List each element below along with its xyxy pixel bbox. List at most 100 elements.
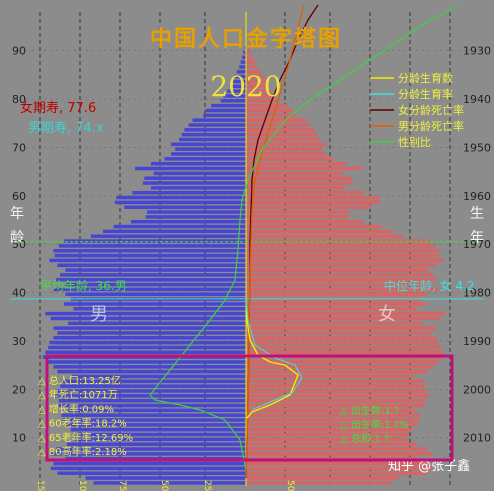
x-tick-left: 500 [159, 480, 169, 491]
female-bar [246, 104, 287, 107]
left-axis-tick: 30 [12, 335, 26, 348]
left-axis-tick: 60 [12, 190, 26, 203]
female-bar [246, 210, 348, 213]
male-bar [135, 167, 246, 170]
male-bar [164, 157, 246, 160]
female-bar [246, 181, 353, 184]
female-bar [246, 191, 364, 194]
female-bar [246, 138, 320, 141]
male-bar [147, 210, 246, 213]
right-axis-tick: 1930 [463, 45, 491, 58]
male-bar [154, 172, 246, 175]
female-bar [246, 394, 429, 397]
male-bar [55, 254, 246, 257]
female-bar [246, 302, 427, 305]
female-bar [246, 481, 392, 484]
male-bar [188, 123, 246, 126]
male-bar [146, 215, 246, 218]
stat-line: △ 年死亡:1071万 [38, 388, 118, 401]
right-axis-tick: 1950 [463, 141, 491, 154]
female-bar [246, 380, 424, 383]
male-bar [51, 467, 246, 470]
male-bar [48, 346, 246, 349]
female-bar [246, 336, 436, 339]
male-bar [53, 365, 246, 368]
female-bar [246, 476, 398, 479]
female-bar [246, 147, 322, 150]
male-bar [53, 326, 246, 329]
male-bar [49, 259, 246, 262]
female-bar [246, 234, 402, 237]
legend-entry: 女分龄死亡率 [398, 103, 464, 117]
left-axis-tick: 40 [12, 287, 26, 300]
male-median-age: 平均年龄, 36.男 [40, 279, 127, 293]
female-bar [246, 244, 435, 247]
male-bar [171, 143, 246, 146]
female-bar [246, 264, 436, 267]
male-bar [45, 351, 246, 354]
male-bar [60, 273, 246, 276]
right-stat-line: △ 总和:1.? [340, 432, 389, 445]
legend-entry: 分龄生育率 [398, 87, 453, 101]
female-life-expectancy: 女期寿, 77.6 [20, 100, 96, 116]
female-bar [246, 389, 427, 392]
stat-line: △ 总人口:13.25亿 [38, 374, 121, 387]
male-bar [151, 186, 246, 189]
female-bar [246, 123, 310, 126]
male-bar [65, 268, 246, 271]
female-bar [246, 442, 416, 445]
male-bar [114, 225, 246, 228]
male-bar [53, 336, 246, 339]
x-tick-right: 500 [285, 480, 295, 491]
female-bar [246, 65, 257, 68]
male-bar [143, 181, 246, 184]
female-bar [246, 215, 349, 218]
left-axis-label-char: 龄 [10, 230, 24, 246]
female-bar [246, 56, 253, 59]
female-bar [246, 322, 423, 325]
x-tick-left: 1500 [35, 480, 45, 491]
female-bar [246, 133, 317, 136]
male-bar [242, 56, 246, 59]
female-bar [246, 351, 443, 354]
male-bar [57, 331, 246, 334]
female-bar [246, 176, 352, 179]
male-bar [91, 234, 246, 237]
female-bar [246, 172, 342, 175]
female-bar [246, 118, 306, 121]
male-bar [182, 133, 246, 136]
female-bar [246, 254, 439, 257]
female-bar [246, 326, 436, 329]
left-axis-tick: 90 [12, 45, 26, 58]
right-axis-tick: 1960 [463, 190, 491, 203]
male-bar [116, 196, 246, 199]
male-bar [65, 293, 246, 296]
right-axis-tick: 2010 [463, 432, 491, 445]
female-bar [246, 201, 380, 204]
female-bar [246, 249, 440, 252]
left-axis-label-char: 年 [10, 206, 24, 222]
male-bar [131, 220, 246, 223]
stat-line: △ 65老年率:12.69% [38, 431, 133, 444]
male-bar [211, 104, 246, 107]
male-bar [184, 128, 246, 131]
female-bar [246, 128, 314, 131]
female-bar [246, 114, 295, 117]
right-axis-label-char: 年 [470, 230, 484, 246]
male-bar [144, 176, 246, 179]
male-bar [115, 201, 246, 204]
male-bar [59, 244, 246, 247]
female-bar [246, 447, 427, 450]
stat-line: △ 增长率:0.09% [38, 402, 114, 415]
chart-title: 中国人口金字塔图 [150, 26, 342, 52]
legend-entry: 性别比 [398, 135, 431, 149]
left-axis-tick: 20 [12, 383, 26, 396]
male-bar [53, 249, 246, 252]
female-bar [246, 384, 424, 387]
female-bar [246, 239, 429, 242]
female-bar [246, 341, 439, 344]
right-axis-tick: 2000 [463, 383, 491, 396]
male-bar [203, 114, 246, 117]
